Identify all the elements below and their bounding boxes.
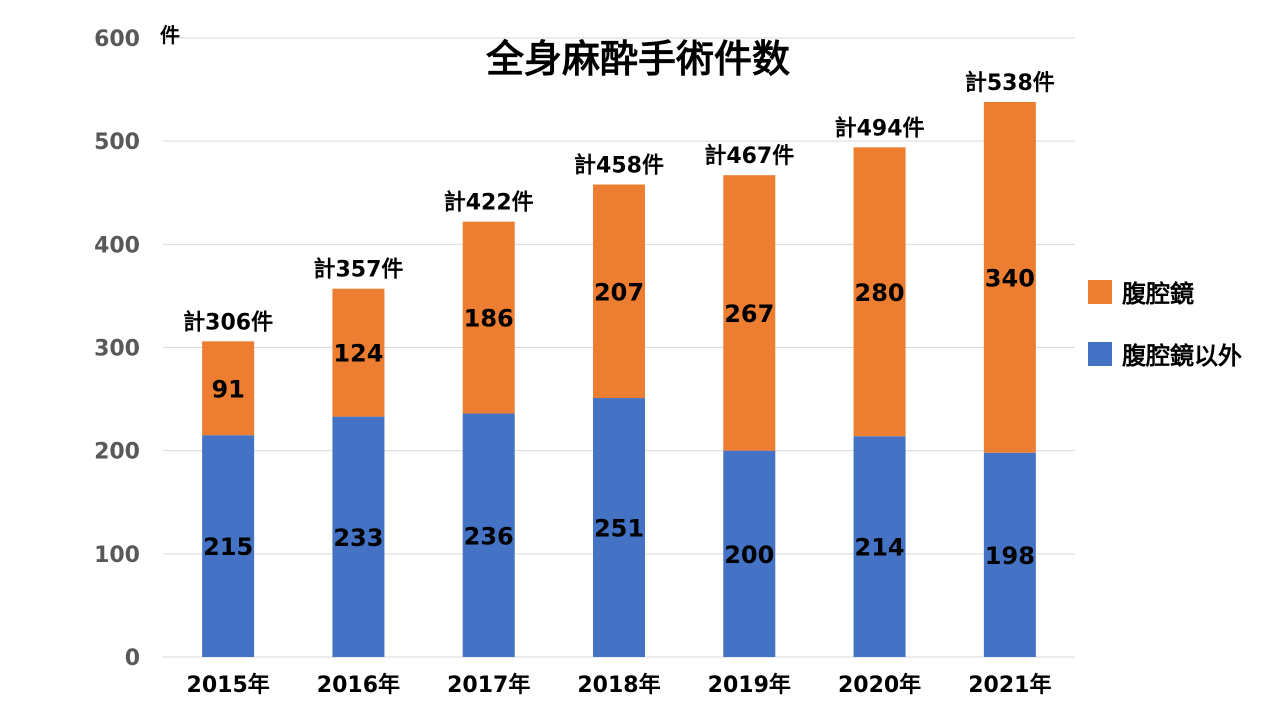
y-tick-label: 600 <box>94 27 140 52</box>
y-tick-label: 300 <box>94 337 140 362</box>
y-tick-label: 100 <box>94 543 140 568</box>
total-label: 計458件 <box>574 152 664 178</box>
total-label: 計422件 <box>444 190 534 216</box>
bar-segment-laparoscopic <box>462 221 515 414</box>
y-tick-label: 0 <box>125 646 140 671</box>
x-axis-ticks: 2015年 2016年 2017年 2018年 2019年 2020年 2021年 <box>187 672 1052 698</box>
total-label: 計357件 <box>313 257 403 283</box>
data-label: 91 <box>211 375 244 403</box>
bar-segment-other <box>853 436 906 657</box>
data-label: 200 <box>724 541 774 569</box>
data-label: 280 <box>855 279 905 307</box>
y-tick-label: 200 <box>94 440 140 465</box>
bars: 215 91 計306件 233 124 計357件 236 186 計422件 251 207 計4… <box>183 70 1055 657</box>
data-label: 251 <box>594 515 644 543</box>
data-label: 124 <box>333 340 383 368</box>
y-tick-label: 500 <box>94 130 140 155</box>
y-tick-label: 400 <box>94 233 140 258</box>
x-tick-label: 2019年 <box>708 672 791 698</box>
y-axis-unit-label: 件 <box>160 23 180 47</box>
bar-segment-other <box>202 435 255 657</box>
bar-segment-other <box>593 398 645 657</box>
total-label: 計467件 <box>704 143 794 169</box>
chart-title: 全身麻酔手術件数 <box>485 37 790 81</box>
bar-segment-laparoscopic <box>593 184 645 399</box>
data-label: 214 <box>855 534 905 562</box>
data-label: 198 <box>985 542 1035 570</box>
legend-label: 腹腔鏡 <box>1122 280 1194 308</box>
x-tick-label: 2021年 <box>968 672 1051 698</box>
total-label: 計494件 <box>835 115 925 141</box>
bar-segment-laparoscopic <box>202 341 255 436</box>
legend-label: 腹腔鏡以外 <box>1122 342 1242 370</box>
bar-segment-laparoscopic <box>723 175 776 451</box>
x-tick-label: 2018年 <box>577 672 660 698</box>
x-tick-label: 2017年 <box>447 672 530 698</box>
bar-segment-other <box>723 450 776 657</box>
total-label: 計538件 <box>965 70 1055 96</box>
data-label: 340 <box>985 264 1035 292</box>
data-label: 236 <box>464 522 514 550</box>
data-label: 215 <box>203 533 253 561</box>
x-tick-label: 2015年 <box>187 672 270 698</box>
legend-swatch <box>1088 280 1112 304</box>
data-label: 186 <box>464 305 514 333</box>
x-tick-label: 2016年 <box>317 672 400 698</box>
y-axis-ticks: 0 100 200 300 400 500 600 <box>94 27 140 671</box>
bar-segment-laparoscopic <box>983 101 1036 453</box>
bar-segment-other <box>332 416 385 657</box>
bar-segment-laparoscopic <box>332 288 385 417</box>
total-label: 計306件 <box>183 309 273 335</box>
legend-swatch <box>1088 342 1112 366</box>
x-tick-label: 2020年 <box>838 672 921 698</box>
data-label: 233 <box>333 524 383 552</box>
data-label: 267 <box>724 300 774 328</box>
bar-segment-other <box>983 452 1036 657</box>
data-label: 207 <box>594 278 644 306</box>
bar-segment-laparoscopic <box>853 147 906 437</box>
bar-segment-other <box>462 413 515 657</box>
